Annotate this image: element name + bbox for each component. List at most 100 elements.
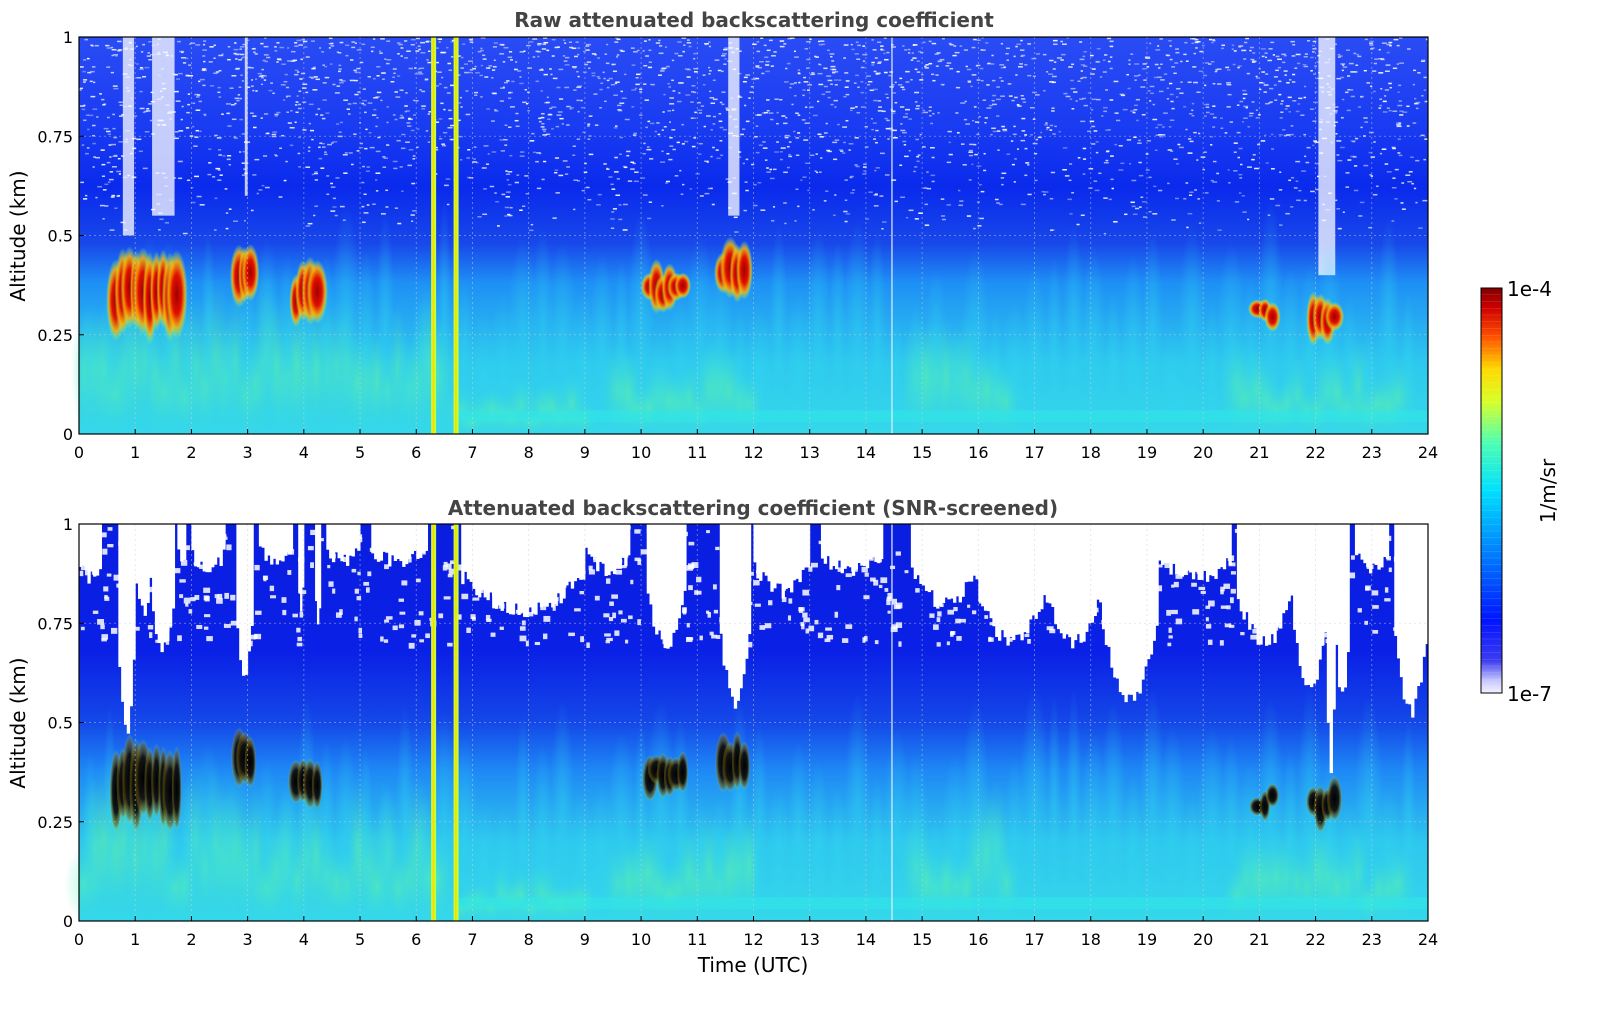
masked-speck <box>243 549 250 555</box>
masked-cell <box>264 524 268 561</box>
masked-speck <box>522 527 526 532</box>
masked-speck <box>165 640 170 645</box>
aerosol-column <box>160 811 178 921</box>
noise-speck <box>247 141 251 143</box>
noise-speck <box>928 62 933 65</box>
noise-speck <box>698 112 702 114</box>
noise-speck <box>406 110 410 112</box>
noise-speck <box>385 189 389 192</box>
noise-speck <box>325 112 330 114</box>
noise-speck <box>1113 221 1118 223</box>
noise-speck <box>282 99 286 101</box>
noise-speck <box>1262 82 1265 84</box>
noise-speck <box>1153 185 1157 188</box>
noise-speck <box>596 204 601 206</box>
noise-speck <box>710 129 713 131</box>
noise-speck <box>445 178 451 180</box>
masked-cell <box>1161 524 1165 565</box>
noise-speck <box>174 131 179 133</box>
masked-speck <box>618 610 623 615</box>
noise-speck <box>888 74 892 77</box>
noise-speck <box>854 164 858 166</box>
masked-speck <box>425 633 430 639</box>
masked-cell <box>520 524 524 613</box>
noise-speck <box>274 113 279 116</box>
noise-speck <box>1105 159 1109 162</box>
noise-speck <box>992 94 996 97</box>
masked-cell <box>975 524 979 580</box>
elevated-layer-segment <box>1264 302 1281 332</box>
noise-speck <box>1170 100 1174 103</box>
masked-speck <box>754 535 761 539</box>
noise-speck <box>203 114 207 117</box>
masked-cell <box>745 524 749 659</box>
noise-speck <box>789 83 795 85</box>
noise-speck <box>217 169 221 171</box>
noise-speck <box>837 123 840 126</box>
masked-speck <box>941 564 948 570</box>
noise-speck <box>290 50 296 53</box>
noise-speck <box>940 198 945 200</box>
aerosol-column <box>430 710 459 921</box>
masked-cell <box>983 524 988 611</box>
masked-speck <box>173 568 181 574</box>
masked-cell <box>90 524 94 572</box>
noise-speck <box>1398 84 1402 87</box>
masked-cell <box>927 524 932 593</box>
masked-speck <box>1005 572 1012 578</box>
noise-speck <box>871 64 875 66</box>
masked-speck <box>1042 555 1048 560</box>
noise-speck <box>308 146 311 149</box>
noise-speck <box>218 54 224 57</box>
noise-speck <box>1096 47 1101 50</box>
noise-speck <box>234 97 240 100</box>
masked-speck <box>1135 598 1141 605</box>
noise-speck <box>1415 101 1421 104</box>
noise-speck <box>1238 147 1243 150</box>
noise-speck <box>542 134 548 136</box>
noise-speck <box>195 129 199 132</box>
masked-speck <box>744 533 750 538</box>
noise-speck <box>537 55 540 58</box>
masked-cell <box>1413 524 1418 699</box>
noise-speck <box>1211 41 1214 44</box>
noise-speck <box>891 110 896 112</box>
masked-speck <box>142 532 149 538</box>
masked-cell <box>152 524 156 612</box>
masked-cell <box>1211 524 1215 577</box>
noise-speck <box>1214 70 1217 73</box>
noise-speck <box>825 190 829 192</box>
masked-speck <box>1372 629 1379 634</box>
noise-speck <box>274 46 277 48</box>
noise-speck <box>862 45 866 47</box>
noise-speck <box>252 115 257 117</box>
masked-speck <box>1035 542 1042 548</box>
noise-speck <box>1053 43 1058 46</box>
masked-speck <box>758 530 763 535</box>
noise-speck <box>1231 48 1234 50</box>
masked-speck <box>886 599 891 606</box>
masked-cell <box>160 524 164 653</box>
masked-speck <box>183 597 191 604</box>
masked-cell <box>568 524 572 582</box>
noise-speck <box>983 152 986 155</box>
noise-speck <box>926 171 929 173</box>
noise-speck <box>677 41 682 43</box>
noise-speck <box>330 63 333 65</box>
masked-speck <box>536 533 541 538</box>
noise-speck <box>939 58 945 61</box>
noise-speck <box>311 40 315 42</box>
noise-speck <box>1157 76 1162 79</box>
noise-speck <box>90 95 96 98</box>
noise-speck <box>370 46 375 49</box>
noise-speck <box>1095 141 1099 143</box>
noise-speck <box>1035 94 1040 96</box>
noise-speck <box>976 133 980 136</box>
noise-speck <box>194 93 198 96</box>
masked-cell <box>778 524 783 584</box>
masked-cell <box>784 524 788 589</box>
masked-speck <box>554 555 558 559</box>
noise-speck <box>1420 134 1425 137</box>
noise-speck <box>606 86 610 89</box>
noise-speck <box>1120 94 1126 97</box>
